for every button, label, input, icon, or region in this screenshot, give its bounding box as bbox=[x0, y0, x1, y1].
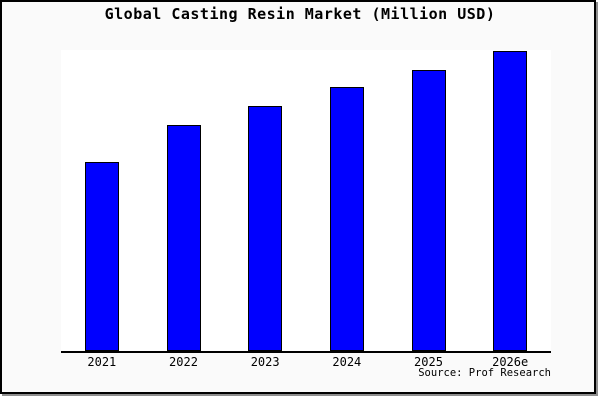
plot-area bbox=[61, 50, 551, 353]
chart-title: Global Casting Resin Market (Million USD… bbox=[104, 5, 496, 23]
source-credit: Source: Prof Research bbox=[418, 367, 551, 379]
x-tick-label-2025: 2025 bbox=[414, 355, 443, 369]
bar-2025 bbox=[411, 70, 446, 351]
x-tick-label-2021: 2021 bbox=[87, 355, 117, 369]
x-tick-label-2023: 2023 bbox=[250, 355, 280, 369]
bar-2026e bbox=[493, 51, 528, 351]
bar-2024 bbox=[329, 87, 364, 351]
x-tick-label-2022: 2022 bbox=[169, 355, 198, 369]
bar-2022 bbox=[166, 125, 201, 351]
bar-2023 bbox=[248, 106, 283, 351]
bar-2021 bbox=[84, 162, 119, 351]
x-tick-label-2024: 2024 bbox=[332, 355, 362, 369]
x-tick-label-2026e: 2026e bbox=[492, 355, 529, 369]
